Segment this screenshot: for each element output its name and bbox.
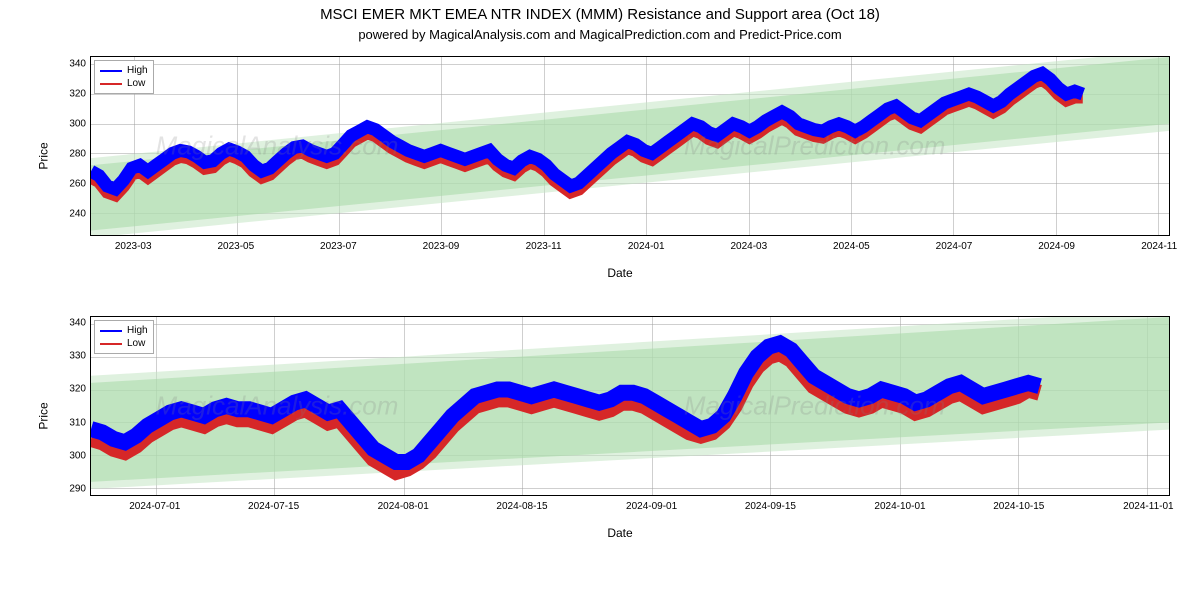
xtick-label: 2024-09-01 bbox=[626, 501, 677, 512]
top-chart: Price High Low MagicalAnalysis.comMagica… bbox=[60, 46, 1180, 266]
ytick-label: 340 bbox=[69, 317, 86, 328]
legend-low-label-b: Low bbox=[127, 337, 145, 350]
page-subtitle: powered by MagicalAnalysis.com and Magic… bbox=[0, 27, 1200, 42]
xtick-label: 2024-09 bbox=[1038, 241, 1075, 252]
xtick-label: 2024-01 bbox=[628, 241, 665, 252]
xtick-label: 2023-11 bbox=[526, 241, 562, 252]
legend-high-line bbox=[100, 70, 122, 72]
ytick-label: 300 bbox=[69, 118, 86, 129]
xtick-label: 2023-03 bbox=[115, 241, 152, 252]
xtick-label: 2024-07 bbox=[936, 241, 973, 252]
ytick-label: 320 bbox=[69, 88, 86, 99]
xtick-label: 2024-05 bbox=[833, 241, 870, 252]
ytick-label: 290 bbox=[69, 484, 86, 495]
legend-top: High Low bbox=[94, 60, 154, 94]
legend-bottom: High Low bbox=[94, 320, 154, 354]
xtick-label: 2023-07 bbox=[320, 241, 357, 252]
chart-svg bbox=[91, 57, 1169, 235]
legend-high-b: High bbox=[100, 324, 148, 337]
legend-high-line-b bbox=[100, 330, 122, 332]
ytick-label: 310 bbox=[69, 417, 86, 428]
xtick-label: 2023-09 bbox=[423, 241, 460, 252]
xtick-label: 2023-05 bbox=[217, 241, 254, 252]
chart-svg bbox=[91, 317, 1169, 495]
xtick-label: 2024-08-01 bbox=[378, 501, 429, 512]
xtick-label: 2024-03 bbox=[730, 241, 767, 252]
xtick-label: 2024-10-01 bbox=[874, 501, 925, 512]
ylabel-top: Price bbox=[37, 142, 51, 169]
ytick-label: 340 bbox=[69, 58, 86, 69]
ytick-label: 260 bbox=[69, 178, 86, 189]
bottom-chart: Price High Low MagicalAnalysis.comMagica… bbox=[60, 306, 1180, 526]
xtick-label: 2024-11-01 bbox=[1123, 501, 1173, 512]
xtick-label: 2024-08-15 bbox=[496, 501, 547, 512]
xtick-label: 2024-09-15 bbox=[745, 501, 796, 512]
legend-low: Low bbox=[100, 77, 148, 90]
ytick-label: 280 bbox=[69, 148, 86, 159]
legend-low-line-b bbox=[100, 343, 122, 345]
legend-low-label: Low bbox=[127, 77, 145, 90]
xtick-label: 2024-10-15 bbox=[993, 501, 1044, 512]
ytick-label: 330 bbox=[69, 351, 86, 362]
ytick-label: 300 bbox=[69, 451, 86, 462]
legend-low-b: Low bbox=[100, 337, 148, 350]
xlabel-bottom: Date bbox=[607, 526, 632, 540]
xlabel-top: Date bbox=[607, 266, 632, 280]
ytick-label: 320 bbox=[69, 384, 86, 395]
xtick-label: 2024-11 bbox=[1141, 241, 1177, 252]
ylabel-bottom: Price bbox=[37, 402, 51, 429]
legend-high: High bbox=[100, 64, 148, 77]
plot-area-bottom: High Low MagicalAnalysis.comMagicalPredi… bbox=[90, 316, 1170, 496]
xtick-label: 2024-07-15 bbox=[248, 501, 299, 512]
plot-area-top: High Low MagicalAnalysis.comMagicalPredi… bbox=[90, 56, 1170, 236]
xtick-label: 2024-07-01 bbox=[129, 501, 180, 512]
legend-low-line bbox=[100, 83, 122, 85]
legend-high-label-b: High bbox=[127, 324, 148, 337]
ytick-label: 240 bbox=[69, 208, 86, 219]
page-title: MSCI EMER MKT EMEA NTR INDEX (MMM) Resis… bbox=[0, 6, 1200, 23]
legend-high-label: High bbox=[127, 64, 148, 77]
